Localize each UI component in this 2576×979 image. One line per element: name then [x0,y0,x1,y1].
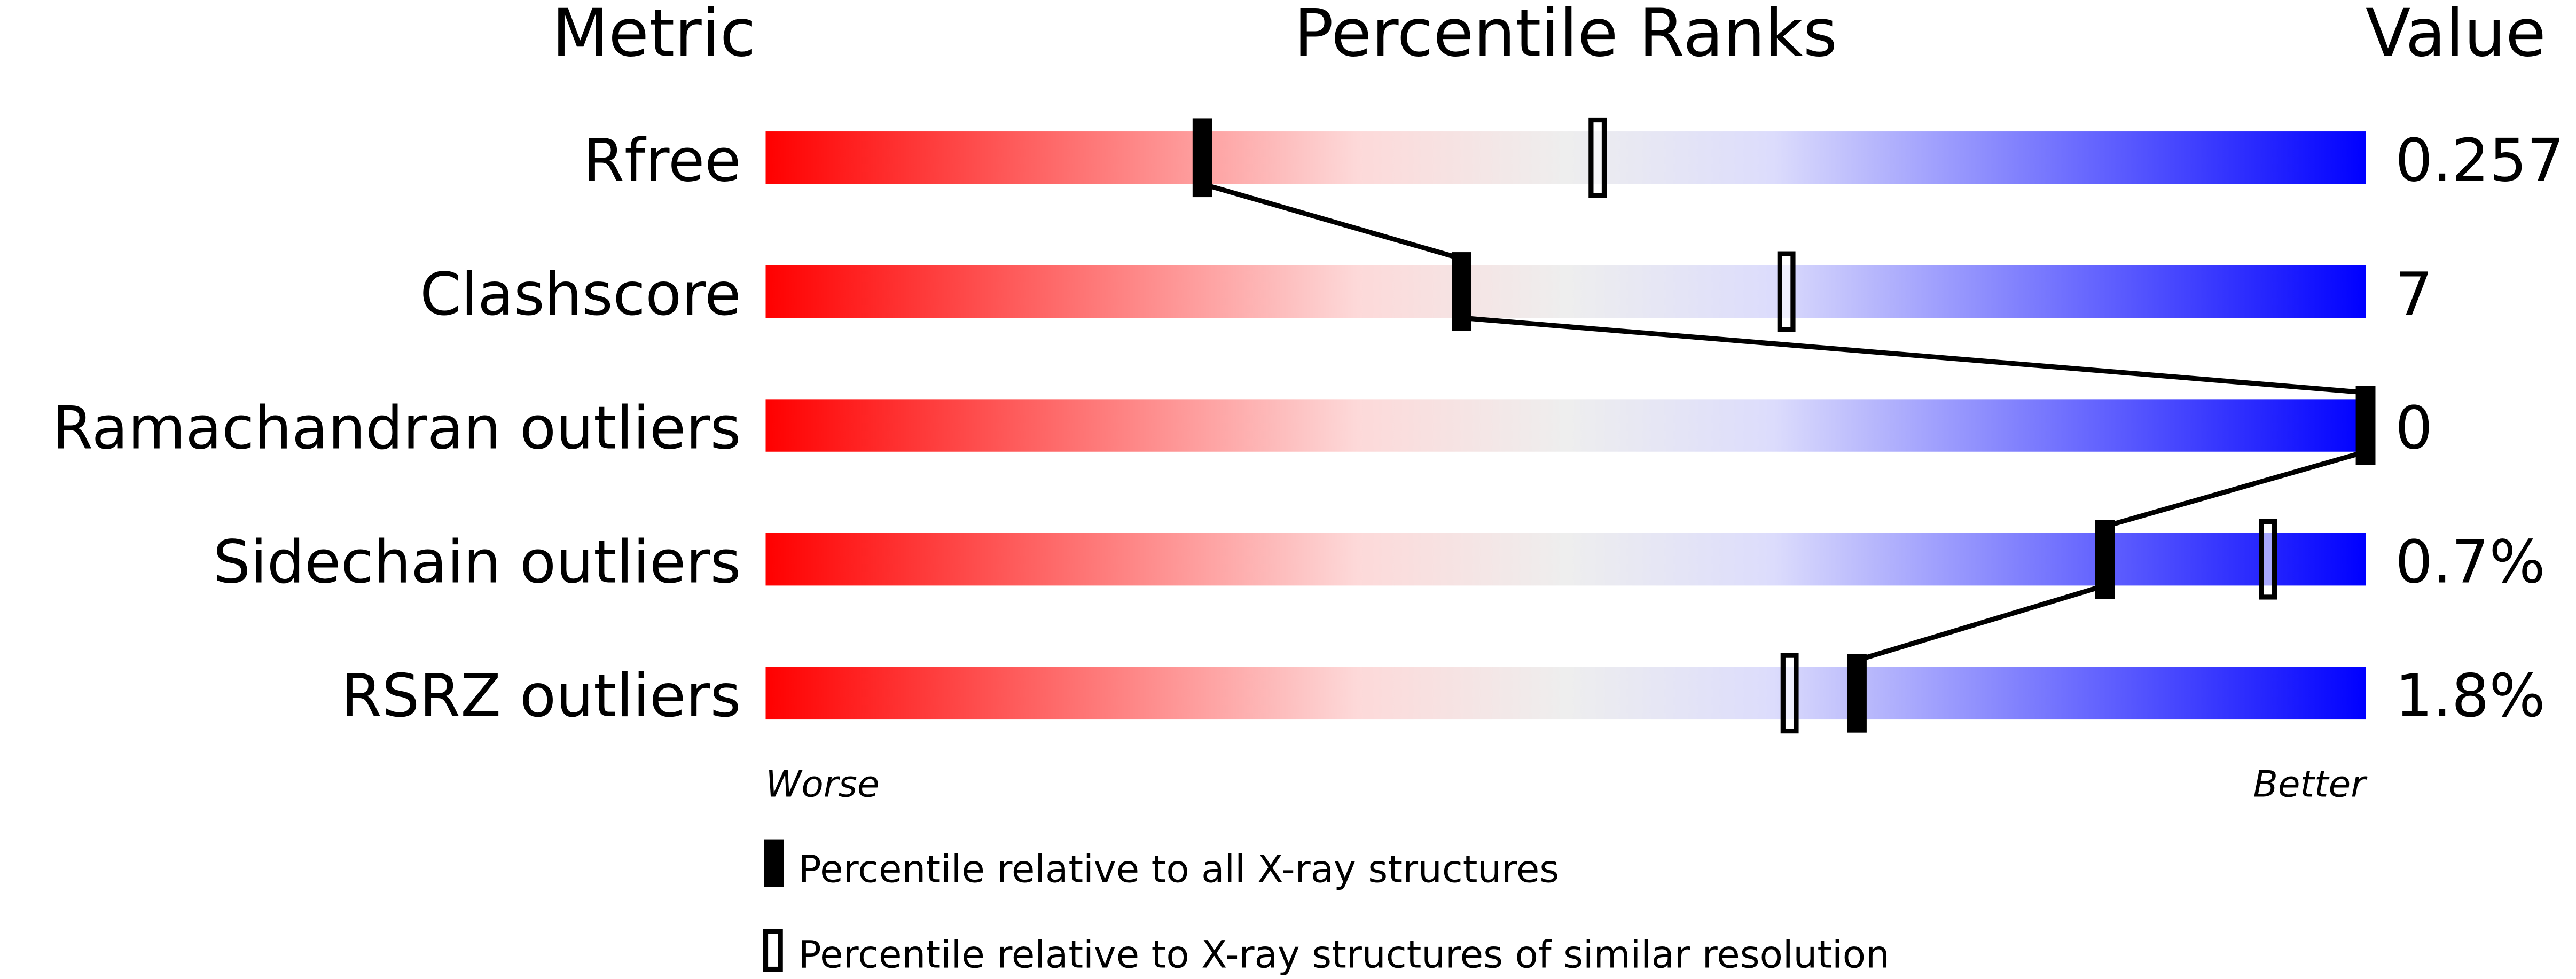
header-percentile-ranks: Percentile Ranks [1294,0,1837,72]
axis-label-better: Better [2253,763,2368,805]
metric-row: Rfree 0.257 [583,126,2564,195]
metric-value: 0.257 [2395,126,2564,195]
metric-label: Sidechain outliers [213,528,741,597]
legend-filled-marker-icon [764,839,784,887]
marker-similar-resolution [2259,519,2277,600]
percentile-bar [765,667,2366,720]
marker-all-structures [1192,118,1212,198]
marker-similar-resolution [1588,117,1607,198]
percentile-bar [765,131,2366,184]
percentile-bar [765,399,2366,452]
marker-similar-resolution [1777,251,1796,332]
metric-label: RSRZ outliers [341,662,741,731]
legend-all-structures: Percentile relative to all X-ray structu… [798,847,1559,891]
marker-similar-resolution [1780,653,1799,734]
metric-row: Sidechain outliers 0.7% [213,528,2546,597]
metric-value: 1.8% [2395,662,2545,731]
axis-label-worse: Worse [765,763,879,805]
metric-value: 0.7% [2395,528,2545,597]
metric-row: RSRZ outliers 1.8% [341,662,2546,731]
metric-label: Rfree [583,126,741,195]
percentile-bar [765,265,2366,318]
metric-value: 0 [2395,394,2432,463]
marker-all-structures [1452,252,1472,331]
metric-value: 7 [2395,260,2432,329]
connector-line [2104,449,2367,529]
metric-label: Ramachandran outliers [52,394,741,463]
percentile-bar [765,533,2366,586]
connector-line [1201,182,1462,261]
connector-line [1856,583,2106,663]
connector-line [1461,315,2366,395]
metric-label: Clashscore [420,260,741,329]
legend-open-marker-icon [763,929,783,972]
header-value: Value [2366,0,2546,72]
marker-all-structures [2095,520,2115,599]
metric-row: Clashscore 7 [420,260,2433,329]
marker-all-structures [2355,386,2376,465]
marker-all-structures [1846,654,1867,733]
metric-row: Ramachandran outliers 0 [52,394,2433,463]
header-metric: Metric [552,0,756,72]
legend-similar-resolution: Percentile relative to X-ray structures … [798,932,1890,976]
